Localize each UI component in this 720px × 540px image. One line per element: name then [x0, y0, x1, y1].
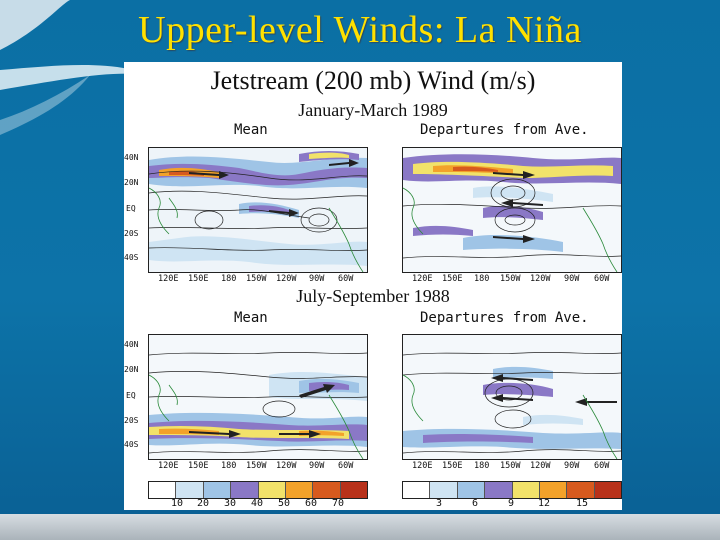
top-departures-label: Departures from Ave.	[420, 122, 589, 138]
lon-label: 150W	[500, 461, 521, 471]
slide-title: Upper-level Winds: La Niña	[138, 9, 582, 51]
colorbar-swatch	[258, 482, 286, 498]
lon-label: 150W	[500, 274, 521, 284]
figure-title: Jetstream (200 mb) Wind (m/s)	[210, 66, 536, 95]
colorbar-swatch	[430, 482, 458, 498]
lat-label: 20S	[124, 229, 139, 238]
footer-strip	[0, 514, 720, 540]
lat-label: 40S	[124, 253, 139, 262]
top-mean-map	[148, 147, 368, 273]
bottom-departures-label: Departures from Ave.	[420, 310, 589, 326]
colorbar-swatch	[149, 482, 177, 498]
lon-label: 150W	[246, 461, 267, 471]
colorbar-swatch	[176, 482, 204, 498]
lon-label: 150W	[246, 274, 267, 284]
mean-colorbar	[148, 481, 368, 499]
colorbar-swatch	[539, 482, 568, 498]
colorbar-label: 50	[278, 498, 291, 509]
colorbar-swatch	[285, 482, 314, 498]
lon-label: 150E	[188, 274, 209, 284]
colorbar-label: 20	[197, 498, 210, 509]
colorbar-label: 60	[305, 498, 318, 509]
lat-label: 40N	[124, 340, 139, 349]
lon-label: 90W	[309, 274, 325, 284]
lon-label: 90W	[564, 461, 580, 471]
lat-label: EQ	[126, 204, 136, 213]
top-mean-label: Mean	[234, 122, 268, 138]
lat-label: EQ	[126, 391, 136, 400]
colorbar-swatch	[485, 482, 513, 498]
bottom-mean-map	[148, 334, 368, 460]
lon-label: 90W	[564, 274, 580, 284]
figure-panel: Jetstream (200 mb) Wind (m/s) January-Ma…	[124, 62, 622, 510]
colorbar-swatch	[313, 482, 341, 498]
colorbar-label: 10	[171, 498, 184, 509]
colorbar-swatch	[512, 482, 540, 498]
colorbar-label: 30	[224, 498, 237, 509]
colorbar-swatch	[594, 482, 621, 498]
lon-label: 120E	[158, 274, 179, 284]
lon-label: 120E	[412, 461, 433, 471]
colorbar-swatch	[403, 482, 431, 498]
colorbar-label: 70	[332, 498, 345, 509]
bottom-mean-label: Mean	[234, 310, 268, 326]
bottom-departures-map	[402, 334, 622, 460]
bottom-period-label: July-September 1988	[296, 286, 450, 306]
lat-label: 40S	[124, 440, 139, 449]
lon-label: 180	[221, 461, 237, 471]
colorbar-swatch	[203, 482, 232, 498]
lon-label: 90W	[309, 461, 325, 471]
lon-label: 120W	[276, 461, 297, 471]
lon-label: 60W	[594, 461, 610, 471]
colorbar-swatch	[231, 482, 259, 498]
colorbar-swatch	[340, 482, 367, 498]
lon-label: 150E	[442, 461, 463, 471]
lat-label: 20S	[124, 416, 139, 425]
lon-label: 120E	[158, 461, 179, 471]
lon-label: 150E	[442, 274, 463, 284]
colorbar-label: 12	[538, 498, 551, 509]
top-departures-map	[402, 147, 622, 273]
lon-label: 120W	[530, 274, 551, 284]
colorbar-label: 9	[508, 498, 515, 509]
lon-label: 180	[474, 274, 490, 284]
lon-label: 180	[474, 461, 490, 471]
colorbar-swatch	[457, 482, 486, 498]
colorbar-label: 6	[472, 498, 479, 509]
departures-colorbar	[402, 481, 622, 499]
lon-label: 150E	[188, 461, 209, 471]
lon-label: 60W	[594, 274, 610, 284]
lat-label: 20N	[124, 365, 139, 374]
lon-label: 60W	[338, 274, 354, 284]
lon-label: 120W	[276, 274, 297, 284]
colorbar-swatch	[567, 482, 595, 498]
lat-label: 20N	[124, 178, 139, 187]
lon-label: 180	[221, 274, 237, 284]
lon-label: 60W	[338, 461, 354, 471]
lon-label: 120E	[412, 274, 433, 284]
colorbar-label: 15	[576, 498, 589, 509]
top-period-label: January-March 1989	[298, 100, 448, 120]
colorbar-label: 40	[251, 498, 264, 509]
lon-label: 120W	[530, 461, 551, 471]
colorbar-label: 3	[436, 498, 443, 509]
lat-label: 40N	[124, 153, 139, 162]
